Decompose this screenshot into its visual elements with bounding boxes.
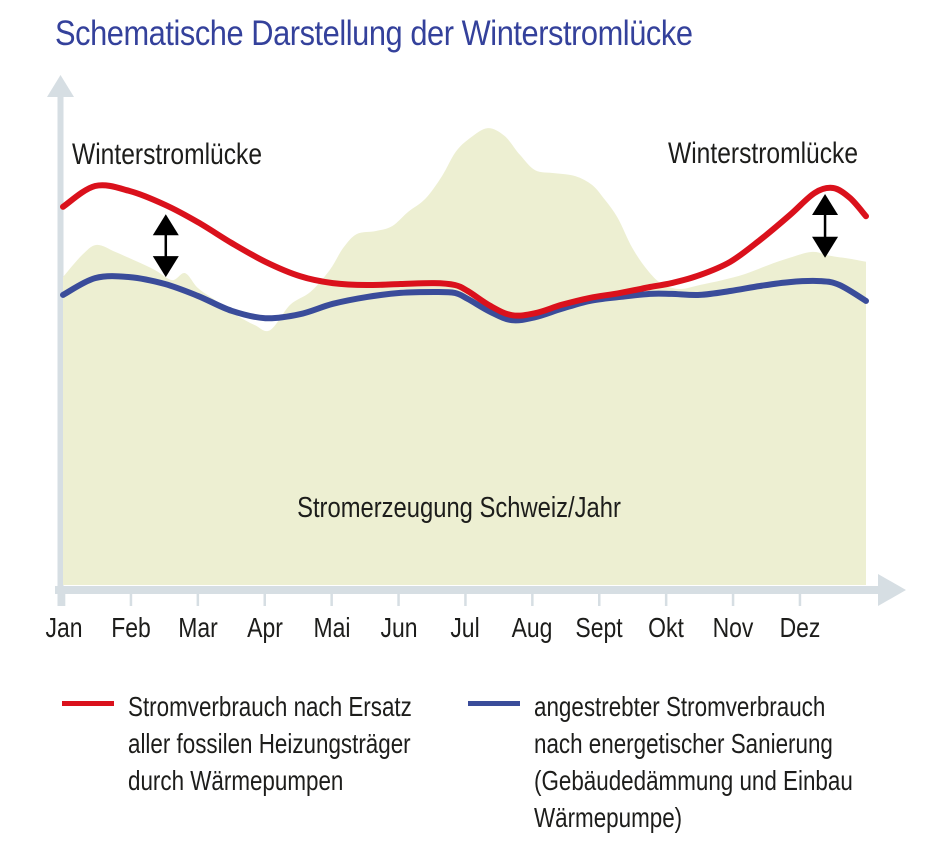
gap-arrow-head-down [812, 236, 839, 258]
x-axis-label-apr: Apr [246, 612, 283, 643]
chart-title: Schematische Darstellung der Winterstrom… [55, 14, 693, 53]
annotation-winterstromluecke-right: Winterstromlücke [668, 137, 859, 170]
x-axis-arrowhead [878, 574, 906, 606]
x-axis-tick-mai [330, 594, 333, 606]
x-axis-label-dez: Dez [779, 612, 821, 643]
annotation-stromerzeugung: Stromerzeugung Schweiz/Jahr [297, 492, 621, 524]
gap-arrow-head-up [812, 193, 839, 215]
x-axis-tick-okt [664, 594, 668, 606]
x-axis-label-mar: Mar [178, 612, 218, 643]
x-axis-line [55, 586, 878, 594]
x-axis-tick-feb [129, 594, 133, 606]
x-axis-labels: Jan Feb Mar Apr Mai Jun Jul Aug Sept Okt Nov Dez [0, 612, 945, 652]
x-axis-label-okt: Okt [648, 612, 684, 643]
legend-item-red: Stromverbrauch nach Ersatz aller fossile… [62, 688, 483, 799]
x-axis-label-mai: Mai [313, 612, 351, 643]
gap-arrow-head-up [152, 214, 179, 236]
y-axis-arrowhead [47, 75, 74, 97]
x-axis-label-nov: Nov [712, 612, 754, 643]
x-axis-label-sept: Sept [575, 612, 623, 643]
line-angestrebter-stromverbrauch-blue [60, 273, 869, 324]
legend-label: angestrebter Stromverbrauch nach energet… [534, 691, 853, 833]
x-axis-tick-apr [263, 594, 266, 606]
x-axis-tick-sept [598, 594, 601, 606]
legend-item-blue: angestrebter Stromverbrauch nach energet… [468, 688, 933, 836]
x-axis-tick-mar [196, 594, 200, 606]
legend-swatch-blue-line [468, 701, 520, 706]
gap-arrow-head-down [152, 256, 179, 278]
x-axis-tick-jan [62, 594, 66, 606]
gap-arrow-right [812, 193, 839, 258]
x-axis-tick-jun [397, 594, 400, 606]
legend-swatch-red-line [62, 701, 114, 706]
x-axis-tick-aug [531, 594, 534, 606]
x-axis-label-feb: Feb [111, 612, 151, 643]
x-axis-tick-jul [464, 594, 467, 606]
x-axis-label-jun: Jun [379, 612, 418, 643]
legend-label: Stromverbrauch nach Ersatz aller fossile… [128, 691, 412, 796]
x-axis-label-jul: Jul [450, 612, 481, 643]
gap-arrow-left [152, 214, 179, 278]
x-axis-tick-nov [731, 594, 735, 606]
y-axis-line [57, 94, 64, 606]
x-axis-tick-dez [798, 594, 802, 606]
production-area [63, 128, 866, 585]
annotation-winterstromluecke-left: Winterstromlücke [72, 138, 263, 171]
x-axis-label-jan: Jan [45, 612, 83, 643]
line-stromverbrauch-waermepumpen-red [60, 182, 869, 319]
x-axis-label-aug: Aug [511, 612, 553, 643]
